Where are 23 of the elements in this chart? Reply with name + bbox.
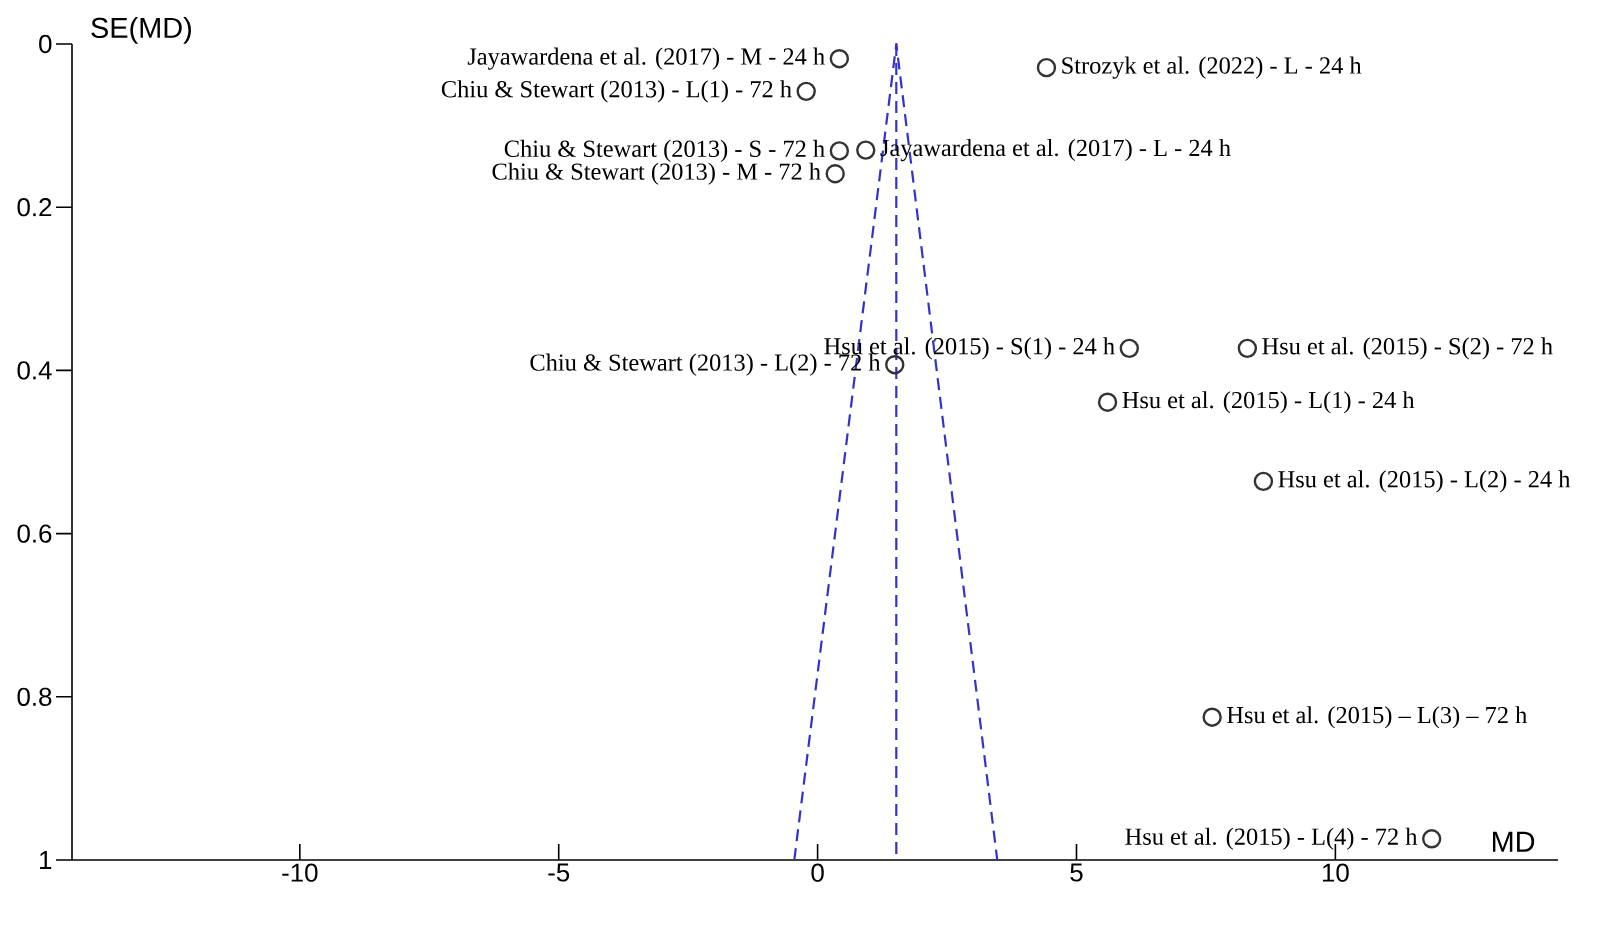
y-tick-label: 0.6 <box>17 524 52 543</box>
annotation: Strozyk et al. (2022) - L - 24 h <box>1062 56 1362 79</box>
annotation: Hsu et al. (2015) - L(2) - 24 h <box>1278 470 1571 493</box>
annotation: Chiu & Stewart (2013) - L(1) - 72 h <box>441 80 792 103</box>
y-tick-label: 0.2 <box>17 198 52 217</box>
y-axis-title: SE(MD) <box>91 16 191 44</box>
x-axis-title: MD <box>1492 831 1535 852</box>
annotation: Hsu et al. (2015) - L(4) - 72 h <box>1125 827 1418 850</box>
annotation: Chiu & Stewart (2013) - M - 72 h <box>492 162 821 185</box>
y-tick-label: 1 <box>40 851 52 869</box>
annotation: Hsu et al. (2015) – L(3) – 72 h <box>1227 706 1527 729</box>
x-tick-label: -10 <box>282 863 318 882</box>
y-tick-label: 0.8 <box>17 687 52 706</box>
x-tick-label: -5 <box>548 863 570 882</box>
annotation: Chiu & Stewart (2013) - S - 72 h <box>504 139 825 162</box>
annotation: Hsu et al. (2015) - S(2) - 72 h <box>1262 337 1553 360</box>
annotation: Jayawardena et al. (2017) - M - 24 h <box>467 47 825 70</box>
y-tick-label: 0.4 <box>17 361 52 380</box>
y-tick-label: 0 <box>39 34 52 54</box>
x-tick-label: 10 <box>1322 863 1349 882</box>
x-tick-label: 5 <box>1070 863 1083 882</box>
x-tick-label: 0 <box>811 863 824 882</box>
annotation: Hsu et al. (2015) - L(1) - 24 h <box>1122 391 1415 414</box>
